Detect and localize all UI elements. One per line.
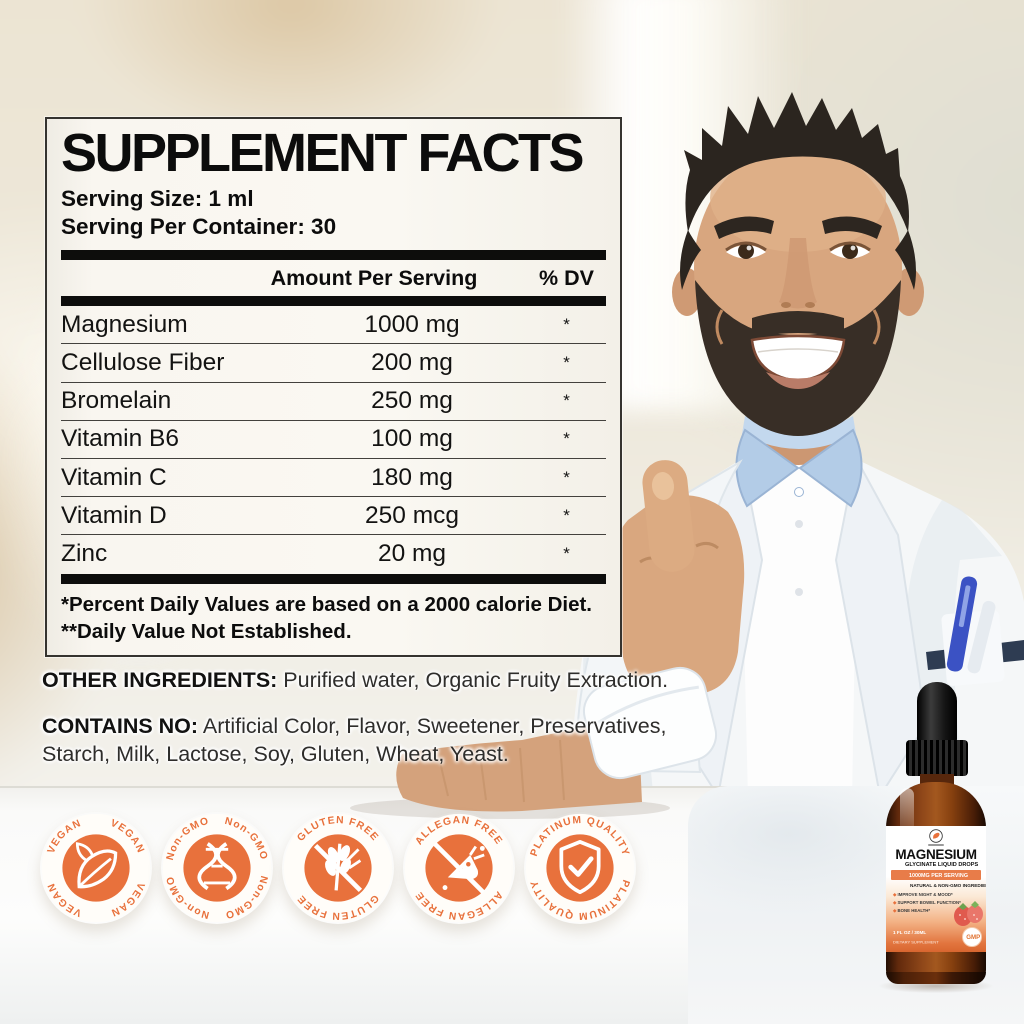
other-ingredients-text: OTHER INGREDIENTS: Purified water, Organ… bbox=[42, 668, 669, 692]
benefit-item: IMPROVE NIGHT & MOOD* bbox=[893, 892, 961, 897]
serving-size: Serving Size: 1 ml bbox=[61, 186, 254, 212]
supplement-facts-panel: SUPPLEMENT FACTS Serving Size: 1 ml Serv… bbox=[45, 117, 622, 657]
glass-highlight bbox=[900, 788, 914, 838]
benefit-item: BONE HEALTH* bbox=[893, 908, 961, 913]
divider-bar bbox=[61, 250, 606, 261]
amount-column-header: Amount Per Serving bbox=[270, 265, 478, 290]
benefit-item: SUPPORT BOWEL FUNCTION* bbox=[893, 900, 961, 905]
allergen-free-badge: ALLEGAN FREE ALLEGAN FREE bbox=[403, 812, 515, 924]
footnotes: *Percent Daily Values are based on a 200… bbox=[61, 592, 592, 644]
table-row: Magnesium 1000 mg * bbox=[61, 306, 606, 345]
table-row: Vitamin D 250 mcg * bbox=[61, 497, 606, 536]
brand-logo-icon bbox=[929, 829, 943, 843]
volume-text: 1 FL OZ / 30ML bbox=[893, 930, 927, 936]
table-row: Vitamin B6 100 mg * bbox=[61, 421, 606, 459]
platinum-quality-badge: PLATINUM QUALITY PLATINUM QUALITY bbox=[524, 812, 636, 924]
table-row: Bromelain 250 mg * bbox=[61, 383, 606, 421]
dropper-bulb bbox=[917, 682, 957, 746]
leaf-icon bbox=[75, 842, 118, 889]
contains-no-text: CONTAINS NO: Artificial Color, Flavor, S… bbox=[42, 714, 667, 766]
dropper-cap bbox=[906, 740, 968, 776]
table-row: Cellulose Fiber 200 mg * bbox=[61, 344, 606, 383]
divider-bar bbox=[61, 296, 606, 307]
product-subtitle: GLYCINATE LIQUID DROPS bbox=[905, 861, 979, 868]
dna-icon bbox=[197, 842, 237, 891]
brand-mark bbox=[928, 844, 944, 846]
benefit-list: IMPROVE NIGHT & MOOD* SUPPORT BOWEL FUNC… bbox=[893, 892, 986, 916]
product-tagline: NATURAL & NON-GMO INGREDIENTS bbox=[910, 883, 986, 889]
gmp-badge: GMP bbox=[962, 927, 982, 947]
product-bottle: MAGNESIUM GLYCINATE LIQUID DROPS 1000MG … bbox=[856, 676, 1016, 1002]
table-row: Zinc 20 mg * bbox=[61, 540, 570, 568]
vegan-badge: VEGAN VEGAN VEGAN VEGAN bbox=[40, 812, 152, 924]
non-gmo-badge: Non-GMO Non-GMO Non-GMO Non-GMO bbox=[161, 812, 273, 924]
strawberry-illustration bbox=[954, 901, 983, 926]
allergen-slash-icon bbox=[433, 842, 485, 894]
servings-per-container: Serving Per Container: 30 bbox=[61, 214, 337, 240]
gluten-free-badge: GLUTEN FREE GLUTEN FREE bbox=[282, 812, 394, 924]
feature-badges-row: VEGAN VEGAN VEGAN VEGAN Non-GMO Non-GMO Non-G… bbox=[40, 812, 690, 924]
table-row: Vitamin C 180 mg * bbox=[61, 459, 606, 498]
panel-title: SUPPLEMENT FACTS bbox=[61, 123, 585, 183]
divider-bar bbox=[61, 573, 606, 584]
column-headers: Amount Per Serving % DV bbox=[61, 260, 606, 296]
nutrient-table: Magnesium 1000 mg * Cellulose Fiber 200 mg *… bbox=[61, 306, 606, 573]
shield-check-icon bbox=[559, 840, 601, 895]
dv-column-header: % DV bbox=[539, 265, 594, 290]
dosage-banner: 1000MG PER SERVING bbox=[891, 870, 981, 880]
supplement-type-text: DIETARY SUPPLEMENT bbox=[893, 940, 939, 945]
product-name: MAGNESIUM bbox=[895, 847, 977, 862]
bottle-bottom-edge bbox=[886, 972, 986, 984]
bottle-label: MAGNESIUM GLYCINATE LIQUID DROPS 1000MG … bbox=[886, 826, 986, 952]
wheat-slash-icon bbox=[313, 843, 363, 893]
